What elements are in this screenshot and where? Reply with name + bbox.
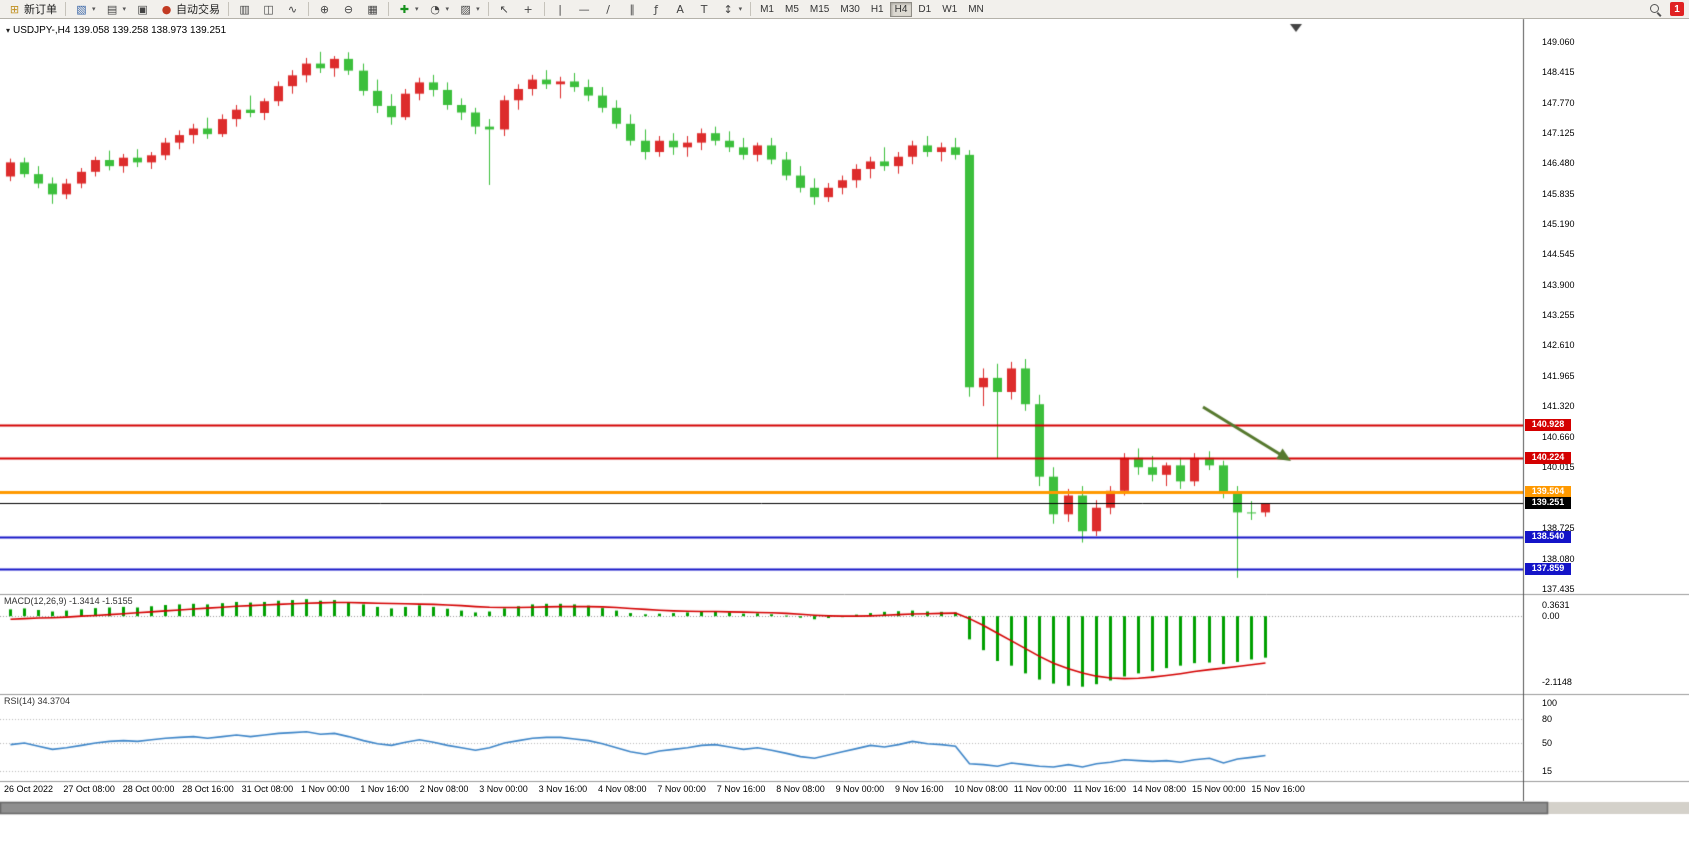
template-icon: ▨ [460,2,471,16]
timeframe-button-w1[interactable]: W1 [937,2,962,17]
indicators-add-icon: ✚ [399,2,410,16]
tile-windows-icon: ▦ [367,2,378,16]
macd-name: MACD(12,26,9) [4,596,67,606]
vertical-line-tool-button[interactable]: | [549,1,572,18]
search-icon[interactable] [1649,3,1662,16]
chart-header: ▾ USDJPY-,H4 139.058 139.258 138.973 139… [6,25,226,36]
periods-button[interactable]: ◔ ▾ [424,1,454,18]
profiles-icon: ▤ [106,2,118,16]
crosshair-icon: + [523,2,533,16]
macd-label: MACD(12,26,9) -1.3414 -1.5155 [4,596,133,606]
data-window-icon: ▣ [137,2,148,16]
chevron-down-icon: ▾ [415,5,419,13]
arrows-icon: ↕ [723,2,733,16]
chevron-down-icon: ▾ [738,5,743,13]
toolbar-separator [228,2,230,16]
text-tool-button[interactable]: A [669,1,692,18]
autotrading-label: 自动交易 [176,4,221,16]
chevron-down-icon: ▾ [92,5,96,13]
autotrading-button[interactable]: ● 自动交易 [155,1,224,18]
symbol-ohlc-label: USDJPY-,H4 139.058 139.258 138.973 139.2… [13,25,227,36]
timeframe-button-m5[interactable]: M5 [780,2,804,17]
line-chart-icon: ∿ [287,2,298,16]
timeframe-button-m15[interactable]: M15 [805,2,834,17]
rsi-name: RSI(14) [4,696,36,706]
channel-icon: ∥ [629,2,635,16]
zoom-in-button[interactable]: ⊕ [313,1,336,18]
new-order-icon: ⊞ [9,2,20,16]
toolbar-separator [543,2,545,16]
channel-tool-button[interactable]: ∥ [621,1,644,18]
crosshair-tool-button[interactable]: + [517,1,540,18]
timeframe-button-h1[interactable]: H1 [866,2,889,17]
fibonacci-tool-button[interactable]: ƒ [645,1,668,18]
toolbar-separator [487,2,489,16]
text-icon: A [676,2,684,16]
one-click-trading-toggle[interactable]: ▾ [6,26,11,35]
macd-values: -1.3414 -1.5155 [69,596,133,606]
bar-chart-icon: ▥ [239,2,250,16]
rsi-label: RSI(14) 34.3704 [4,696,70,706]
toolbar-separator [308,2,310,16]
chevron-down-icon: ▾ [122,5,127,13]
toolbar-right-group: 1 [1649,2,1686,16]
main-toolbar: ⊞ 新订单 ▧ ▾ ▤ ▾ ▣ ● 自动交易 ▥ ◫ ∿ ⊕ ⊖ ▦ ✚ ▾ ◔ ▾ ▨… [0,0,1689,19]
timeframe-button-m1[interactable]: M1 [755,2,779,17]
indicators-button[interactable]: ✚ ▾ [393,1,423,18]
text-label-tool-button[interactable]: T [693,1,716,18]
trendline-tool-button[interactable]: / [597,1,620,18]
zoom-in-icon: ⊕ [319,2,330,16]
profiles-button[interactable]: ▤ ▾ [101,1,131,18]
new-order-button[interactable]: ⊞ 新订单 [3,1,61,18]
templates-button[interactable]: ▨ ▾ [454,1,484,18]
data-window-button[interactable]: ▣ [131,1,154,18]
text-label-icon: T [700,2,708,16]
notification-badge[interactable]: 1 [1670,2,1684,16]
zoom-out-button[interactable]: ⊖ [337,1,360,18]
vertical-line-icon: | [558,2,562,16]
rsi-value: 34.3704 [37,696,71,706]
autotrading-icon: ● [161,2,172,16]
candlestick-chart-button[interactable]: ◫ [257,1,280,18]
cursor-tool-button[interactable]: ↖ [493,1,516,18]
new-chart-button[interactable]: ▧ ▾ [70,1,100,18]
new-order-label: 新订单 [24,4,57,16]
chevron-down-icon: ▾ [476,5,480,13]
zoom-out-icon: ⊖ [343,2,354,16]
toolbar-separator [388,2,390,16]
horizontal-line-icon: — [578,2,590,16]
toolbar-separator [750,2,752,16]
fibonacci-icon: ƒ [654,2,659,16]
timeframe-button-mn[interactable]: MN [963,2,989,17]
toolbar-separator [65,2,66,16]
chevron-down-icon: ▾ [445,5,450,13]
cursor-icon: ↖ [499,2,509,16]
candlestick-chart-icon: ◫ [263,2,274,16]
horizontal-line-tool-button[interactable]: — [573,1,596,18]
timeframe-button-m30[interactable]: M30 [835,2,864,17]
clock-icon: ◔ [430,2,440,16]
line-chart-button[interactable]: ∿ [281,1,304,18]
tile-windows-button[interactable]: ▦ [361,1,384,18]
arrows-tool-button[interactable]: ↕ ▾ [717,1,747,18]
timeframe-button-d1[interactable]: D1 [913,2,936,17]
timeframe-button-h4[interactable]: H4 [889,1,913,17]
trendline-icon: / [606,2,610,16]
bar-chart-button[interactable]: ▥ [233,1,256,18]
new-chart-icon: ▧ [76,2,87,16]
